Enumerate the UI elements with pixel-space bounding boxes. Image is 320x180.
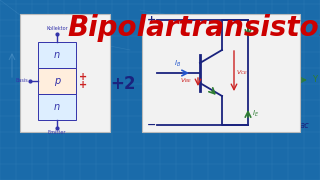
Text: $I_B$: $I_B$ bbox=[174, 59, 181, 69]
Bar bbox=[142, 14, 300, 132]
Text: n: n bbox=[54, 50, 60, 60]
Text: n: n bbox=[54, 102, 60, 112]
Bar bbox=[38, 42, 76, 68]
Text: Kollektor: Kollektor bbox=[46, 26, 68, 31]
Text: +: + bbox=[147, 15, 156, 25]
Text: +2: +2 bbox=[110, 75, 136, 93]
Text: p: p bbox=[54, 76, 60, 86]
Text: −: − bbox=[147, 120, 156, 130]
Text: Emitter: Emitter bbox=[48, 130, 66, 135]
Bar bbox=[38, 94, 76, 120]
Text: Bipolartransistor: Bipolartransistor bbox=[67, 14, 320, 42]
Text: $I_C$: $I_C$ bbox=[252, 27, 260, 37]
Text: Basis: Basis bbox=[15, 78, 28, 84]
Bar bbox=[20, 14, 110, 132]
Text: $V_{BE}$: $V_{BE}$ bbox=[180, 76, 192, 86]
Text: ac: ac bbox=[300, 120, 310, 129]
Text: $V_{CE}$: $V_{CE}$ bbox=[236, 69, 248, 77]
Text: $I_E$: $I_E$ bbox=[252, 109, 259, 119]
Text: +: + bbox=[79, 80, 87, 90]
Text: +: + bbox=[79, 72, 87, 82]
Bar bbox=[38, 68, 76, 94]
Text: Y: Y bbox=[312, 75, 317, 84]
